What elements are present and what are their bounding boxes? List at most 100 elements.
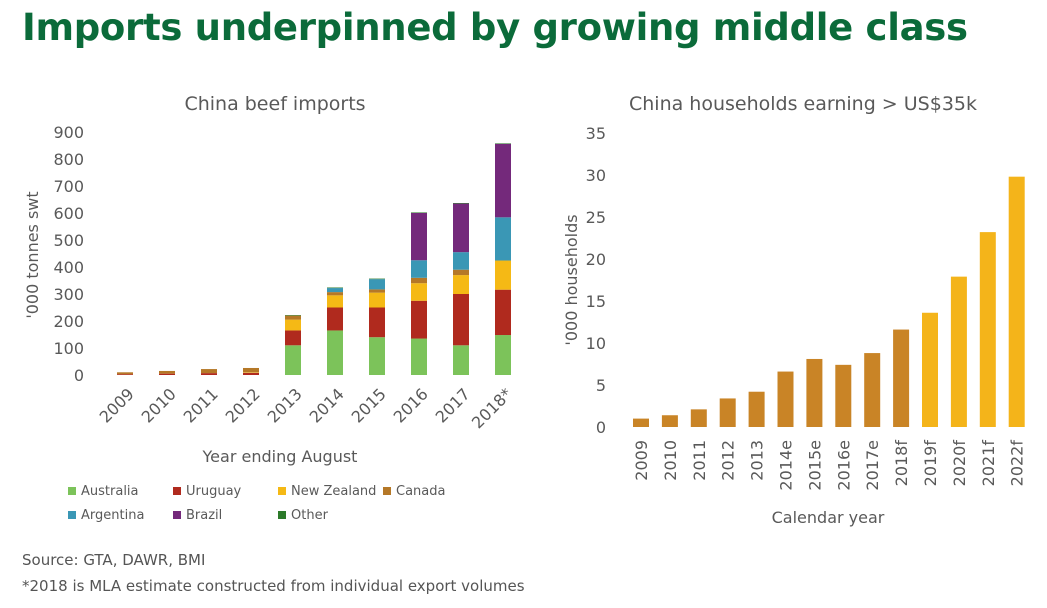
bar-households: [950, 276, 967, 427]
y-axis-label: '000 households: [562, 214, 581, 345]
bar-households: [806, 358, 823, 427]
bar-canada: [327, 292, 343, 296]
y-tick-label: 900: [53, 123, 84, 142]
bar-argentina: [495, 217, 511, 261]
source-line: Source: GTA, DAWR, BMI: [22, 551, 206, 569]
bar-australia: [369, 337, 385, 375]
bar-uruguay: [369, 307, 385, 338]
bar-uruguay: [285, 330, 301, 346]
bar-uruguay: [159, 373, 175, 375]
legend-label: Other: [291, 508, 329, 523]
bar-australia: [285, 345, 301, 375]
legend-label: Canada: [396, 484, 445, 499]
bar-australia: [327, 330, 343, 375]
x-tick-label: 2012: [719, 440, 738, 481]
bar-uruguay: [453, 294, 469, 346]
bar-other: [327, 287, 343, 289]
bar-new-zealand: [243, 372, 259, 373]
x-tick-label: 2018f: [892, 440, 911, 487]
bar-other: [411, 212, 427, 213]
bar-households: [690, 409, 707, 427]
bar-uruguay: [411, 300, 427, 339]
x-axis-label: Calendar year: [772, 508, 885, 527]
bar-canada: [159, 370, 175, 374]
x-tick-label: 2020f: [950, 440, 969, 487]
bar-australia: [411, 338, 427, 375]
bar-brazil: [453, 203, 469, 253]
bar-households: [922, 312, 938, 427]
bar-brazil: [411, 213, 427, 261]
x-tick-label: 2009: [632, 440, 651, 481]
bar-uruguay: [495, 289, 511, 336]
y-tick-label: 5: [596, 376, 606, 395]
bar-households: [1008, 176, 1025, 427]
bar-argentina: [327, 288, 343, 293]
y-tick-label: 20: [586, 250, 606, 269]
legend-swatch: [173, 487, 181, 495]
legend-swatch: [278, 487, 286, 495]
beef-imports-chart: China beef imports '000 tonnes swt 0 100 200…: [23, 93, 516, 523]
y-tick-label: 200: [53, 312, 84, 331]
y-tick-label: 25: [586, 208, 606, 227]
bar-households: [748, 391, 765, 427]
y-tick-label: 100: [53, 339, 84, 358]
bar-uruguay: [201, 373, 217, 375]
legend-swatch: [173, 511, 181, 519]
legend-label: Argentina: [81, 508, 144, 523]
bar-canada: [201, 369, 217, 374]
x-tick-label: 2011: [690, 440, 709, 481]
y-tick-label: 30: [586, 166, 606, 185]
bar-australia: [495, 335, 511, 375]
bar-canada: [117, 372, 133, 375]
bar-new-zealand: [369, 292, 385, 308]
bar-households: [864, 353, 881, 427]
chart-title: China households earning > US$35k: [629, 93, 977, 115]
bar-other: [453, 203, 469, 204]
bar-households: [633, 418, 649, 427]
bar-new-zealand: [285, 319, 301, 331]
bar-canada: [453, 269, 469, 276]
x-tick-label: 2019f: [921, 440, 940, 487]
y-tick-label: 400: [53, 258, 84, 277]
bar-argentina: [411, 260, 427, 278]
y-tick-label: 35: [586, 124, 606, 143]
bar-households: [979, 232, 996, 427]
bar-households: [661, 415, 678, 427]
bar-argentina: [369, 279, 385, 290]
legend-label: Uruguay: [186, 484, 242, 499]
bar-other: [285, 315, 301, 316]
bar-other: [369, 278, 385, 280]
legend-swatch: [278, 511, 286, 519]
y-tick-label: 10: [586, 334, 606, 353]
legend-swatch: [383, 487, 391, 495]
bar-canada: [411, 277, 427, 284]
y-tick-label: 800: [53, 150, 84, 169]
x-tick-label: 2021f: [979, 440, 998, 487]
chart-title: China beef imports: [184, 93, 365, 115]
legend-label: Australia: [81, 484, 139, 499]
bar-households: [777, 371, 794, 427]
footnote: *2018 is MLA estimate constructed from i…: [22, 577, 525, 595]
y-tick-label: 300: [53, 285, 84, 304]
bar-canada: [285, 315, 301, 320]
bar-uruguay: [243, 372, 259, 375]
page-headline: Imports underpinned by growing middle cl…: [22, 6, 968, 49]
x-tick-label: 2013: [748, 440, 767, 481]
y-tick-label: 0: [74, 366, 84, 385]
y-tick-label: 500: [53, 231, 84, 250]
bar-australia: [453, 345, 469, 375]
x-tick-label: 2017e: [863, 440, 882, 491]
y-axis-label: '000 tonnes swt: [23, 191, 42, 318]
y-tick-label: 600: [53, 204, 84, 223]
bar-households: [835, 364, 852, 427]
bar-new-zealand: [411, 283, 427, 301]
bar-new-zealand: [453, 275, 469, 294]
bar-households: [719, 398, 736, 427]
y-tick-label: 700: [53, 177, 84, 196]
y-tick-label: 15: [586, 292, 606, 311]
x-tick-label: 2014e: [777, 440, 796, 491]
bar-uruguay: [117, 374, 133, 375]
x-tick-label: 2022f: [1008, 440, 1027, 487]
x-tick-label: 2016e: [834, 440, 853, 491]
bar-other: [495, 143, 511, 144]
